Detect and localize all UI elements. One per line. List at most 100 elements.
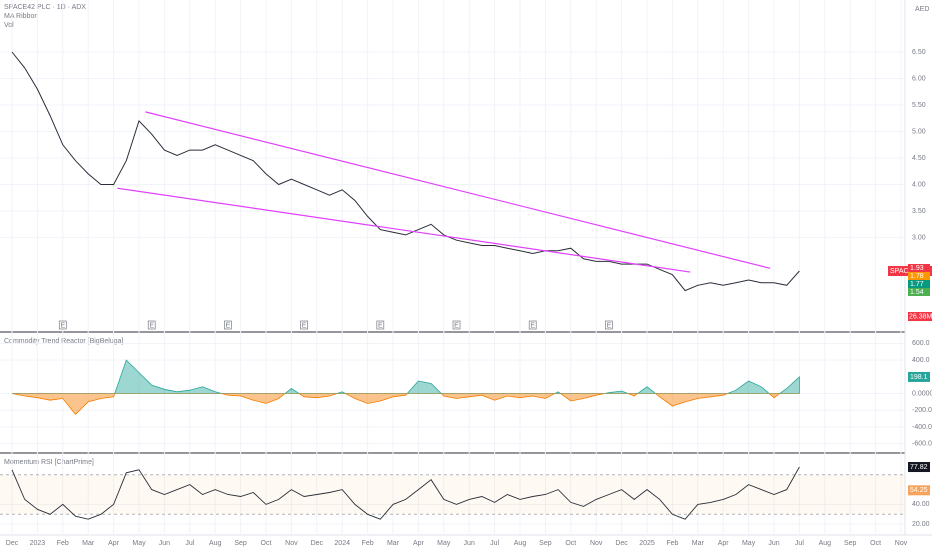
x-tick-label: Sep (539, 540, 552, 547)
earnings-label: E (530, 322, 535, 329)
x-tick-label: Sep (234, 540, 247, 547)
earnings-marker (605, 320, 613, 330)
y-tick-label: 400.0 (912, 357, 930, 364)
cci-area-down (11, 393, 800, 415)
y-tick-label: 3.50 (912, 208, 926, 215)
earnings-marker (376, 320, 385, 330)
y-tick-label: 4.50 (912, 155, 926, 162)
indicator-label: MA Ribbon (4, 13, 38, 20)
y-tick-label: 20.00 (912, 521, 930, 528)
x-tick-label: Nov (895, 540, 908, 547)
x-tick-label: 2025 (639, 540, 655, 547)
earnings-marker (224, 320, 232, 330)
x-tick-label: 2024 (334, 540, 350, 547)
y-tick-label: 5.00 (912, 128, 926, 135)
x-tick-label: Jul (490, 540, 499, 547)
price-line (11, 51, 800, 292)
x-tick-label: Aug (819, 540, 832, 547)
earnings-label: E (226, 322, 231, 329)
x-tick-label: Jun (159, 540, 170, 547)
x-tick-label: Dec (6, 540, 19, 547)
earnings-label: E (302, 322, 307, 329)
volume-tag (908, 312, 932, 321)
x-tick-label: Feb (57, 540, 69, 547)
x-tick-label: Mar (387, 540, 400, 547)
x-tick-label: Apr (413, 540, 425, 547)
chart-title: SPACE42 PLC · 1D · ADX (4, 4, 86, 11)
y-tick-label: 600.0 (912, 340, 930, 347)
earnings-marker (452, 320, 461, 330)
y-tick-label: 6.00 (912, 75, 926, 82)
currency: AED (915, 6, 929, 13)
price-tag-label: 1.93 (910, 265, 924, 272)
earnings-marker (300, 320, 308, 330)
y-tick-label: 0.0000 (912, 390, 932, 397)
earnings-label: E (607, 322, 612, 329)
y-tick-label: 6.50 (912, 49, 926, 56)
x-tick-label: Jun (464, 540, 475, 547)
x-tick-label: Apr (718, 540, 730, 547)
x-tick-label: Oct (261, 540, 272, 547)
value-tag (908, 371, 930, 382)
wedge-line (117, 187, 691, 273)
earnings-label: E (149, 322, 154, 329)
value-tag-label: 198.1 (910, 374, 928, 381)
earnings-label: E (60, 322, 65, 329)
price-tag (908, 272, 930, 280)
x-tick-label: Nov (285, 540, 298, 547)
earnings-marker (528, 320, 537, 330)
value-tag-label: 54.25 (910, 487, 928, 494)
value-tag (908, 462, 930, 473)
x-tick-label: Oct (870, 540, 881, 547)
x-tick-label: Sep (844, 540, 857, 547)
y-tick-label: 4.00 (912, 181, 926, 188)
wedge-line (145, 111, 771, 269)
x-tick-label: Feb (362, 540, 374, 547)
x-tick-label: Apr (108, 540, 120, 547)
x-tick-label: Mar (692, 540, 705, 547)
x-tick-label: 2023 (30, 540, 46, 547)
x-tick-label: Aug (209, 540, 222, 547)
y-tick-label: -200.0 (912, 407, 932, 414)
x-tick-label: Jun (768, 540, 779, 547)
x-tick-label: Nov (590, 540, 603, 547)
price-tag (908, 288, 930, 296)
earnings-marker (147, 320, 156, 330)
x-tick-label: May (437, 540, 451, 547)
panel-title: Momentum RSI [ChartPrime] (4, 459, 94, 466)
level-band (0, 474, 905, 515)
price-tag-label: 1.54 (910, 289, 924, 296)
price-tag-label: SPACE42 (890, 268, 921, 275)
value-tag-label: 77.82 (910, 464, 928, 471)
price-tag-label: 1.78 (910, 273, 924, 280)
x-tick-label: Mar (82, 540, 95, 547)
earnings-label: E (454, 322, 459, 329)
x-tick-label: Oct (565, 540, 576, 547)
rsi-line (11, 466, 800, 520)
x-tick-label: Jul (185, 540, 194, 547)
value-tag (908, 485, 930, 496)
y-tick-label: -600.0 (912, 440, 932, 447)
x-tick-label: Feb (666, 540, 678, 547)
x-tick-label: May (132, 540, 146, 547)
earnings-label: E (378, 322, 383, 329)
x-tick-label: May (742, 540, 756, 547)
x-tick-label: Aug (514, 540, 527, 547)
panel-title: Commodity Trend Reactor [BigBeluga] (4, 338, 123, 345)
cci-area-up (12, 359, 800, 394)
y-tick-label: 40.00 (912, 501, 930, 508)
x-tick-label: Dec (311, 540, 324, 547)
y-tick-label: -400.0 (912, 424, 932, 431)
price-tag (908, 264, 930, 272)
volume-tag-label: 26.38M (909, 313, 932, 320)
price-tag-label: 1.77 (910, 281, 924, 288)
y-tick-label: 5.50 (912, 102, 926, 109)
earnings-marker (58, 320, 67, 330)
y-tick-label: 3.00 (912, 234, 926, 241)
price-tag (908, 280, 930, 288)
x-tick-label: Dec (615, 540, 628, 547)
x-tick-label: Jul (795, 540, 804, 547)
indicator-label: Vol (4, 22, 14, 29)
